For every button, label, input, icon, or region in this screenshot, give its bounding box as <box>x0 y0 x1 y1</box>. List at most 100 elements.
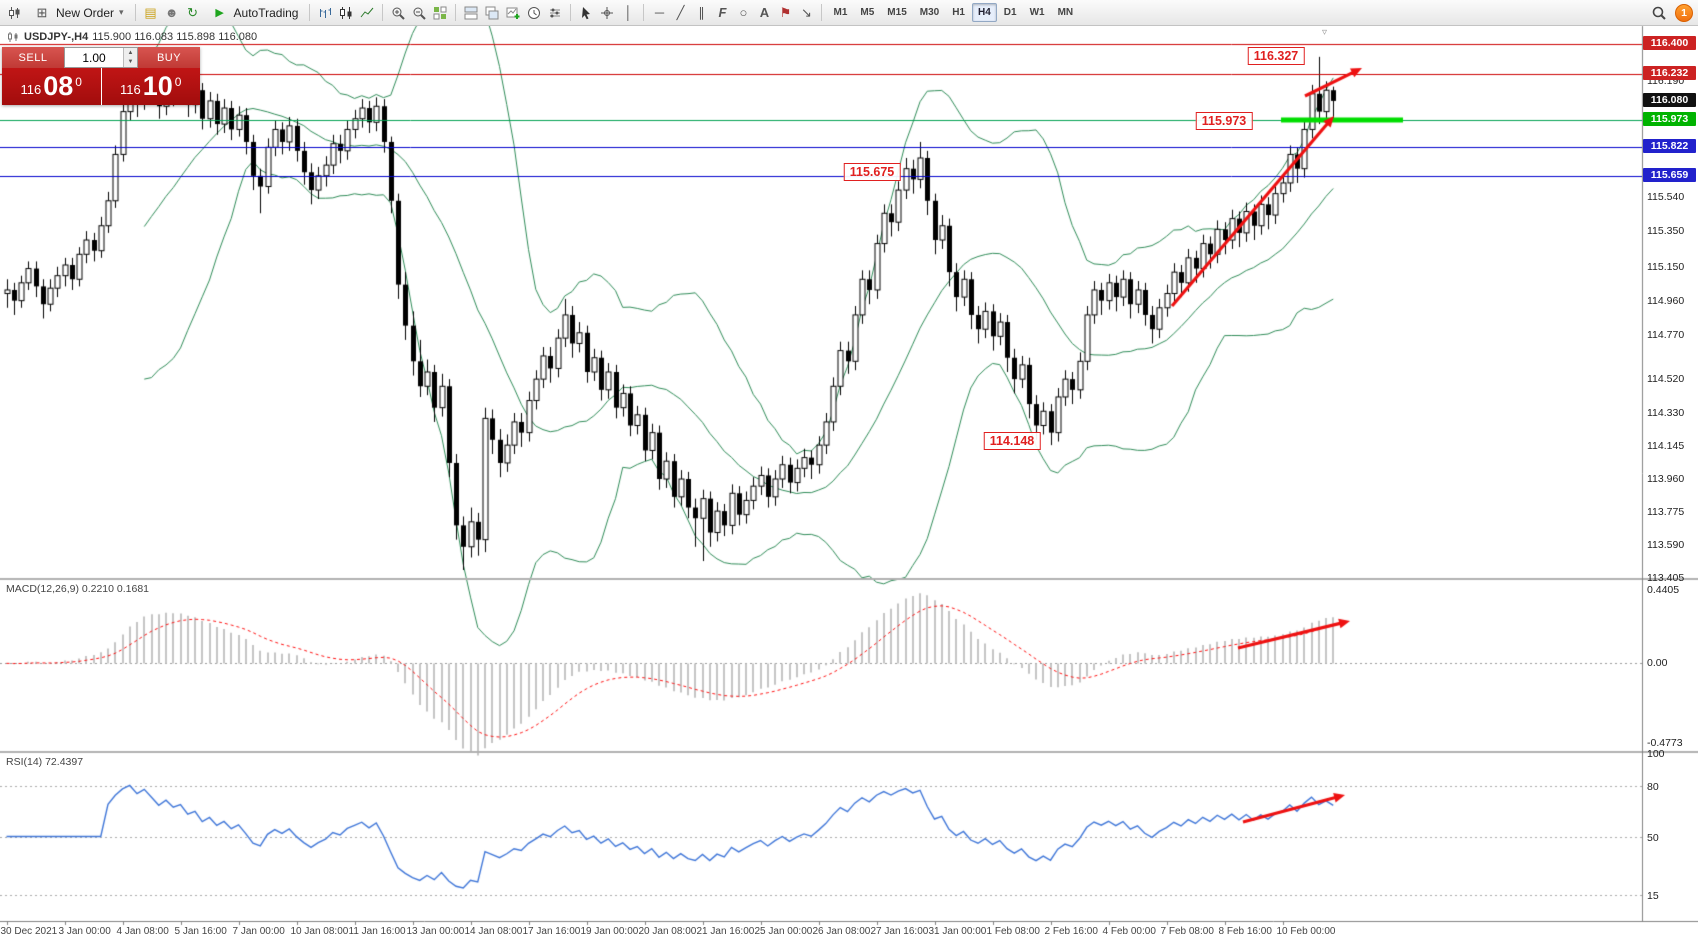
symbol-ohlc-values: 115.900 116.083 115.898 116.080 <box>92 31 258 43</box>
zoom-out-icon[interactable] <box>409 3 429 23</box>
period-icon[interactable] <box>524 3 544 23</box>
sell-button[interactable]: SELL <box>2 47 64 68</box>
toolbar-separator <box>382 4 384 21</box>
time-axis-label: 2 Feb 16:00 <box>1044 926 1098 937</box>
price-axis-tick: 114.520 <box>1647 373 1685 386</box>
open-folder-icon[interactable]: ▤ <box>144 4 157 20</box>
autotrading-label: AutoTrading <box>233 5 299 20</box>
label-icon[interactable]: ⚑ <box>779 4 792 20</box>
timeframe-button-m15[interactable]: M15 <box>887 7 907 18</box>
sell-price-button[interactable]: 116 08 0 <box>2 68 101 105</box>
price-axis-badge: 116.400 <box>1643 35 1696 50</box>
price-axis-tick: 114.330 <box>1647 407 1685 420</box>
crosshair-icon[interactable] <box>597 3 617 23</box>
toolbar-separator <box>643 4 645 21</box>
window-cascade-icon[interactable] <box>482 3 502 23</box>
timeframe-button-m1[interactable]: M1 <box>833 7 848 18</box>
buy-price-button[interactable]: 116 10 0 <box>101 68 200 105</box>
timeframe-button-d1[interactable]: D1 <box>1003 7 1017 18</box>
time-axis-label: 13 Jan 00:00 <box>406 926 465 937</box>
macd-axis-label: 0.00 <box>1647 657 1668 670</box>
chart-window-icon[interactable] <box>5 3 25 23</box>
bar-chart-icon[interactable] <box>315 3 335 23</box>
sell-price-pip: 0 <box>75 74 82 89</box>
time-axis-label: 10 Feb 00:00 <box>1276 926 1336 937</box>
new-order-button[interactable]: ⊞ New Order ▾ <box>26 1 130 25</box>
timeframe-button-m30[interactable]: M30 <box>919 7 940 18</box>
time-axis-label: 4 Jan 08:00 <box>116 926 169 937</box>
chart-symbol-icon <box>6 30 20 44</box>
timeframe-button-w1[interactable]: W1 <box>1029 7 1045 18</box>
price-axis-badge: 116.232 <box>1643 65 1696 80</box>
rsi-axis-label: 15 <box>1647 889 1659 902</box>
vertical-line-icon[interactable]: │ <box>624 5 633 20</box>
price-axis-badge: 115.973 <box>1643 111 1696 126</box>
timeframe-button-m5[interactable]: M5 <box>860 7 875 18</box>
new-order-label: New Order <box>56 5 115 20</box>
new-chart-icon[interactable] <box>503 3 523 23</box>
shapes-icon[interactable]: ○ <box>739 5 748 20</box>
time-axis-label: 7 Feb 08:00 <box>1160 926 1214 937</box>
lot-size-input[interactable] <box>65 48 123 67</box>
tile-windows-icon[interactable] <box>430 3 450 23</box>
sell-price-prefix: 116 <box>20 82 42 97</box>
text-icon[interactable]: A <box>759 5 770 20</box>
lot-increase-button[interactable]: ▲ <box>124 48 137 58</box>
price-axis-badge: 115.659 <box>1643 167 1696 182</box>
zoom-in-icon[interactable] <box>388 3 408 23</box>
price-axis-tick: 115.150 <box>1647 260 1685 273</box>
time-axis-label: 27 Jan 16:00 <box>870 926 929 937</box>
time-axis-label: 26 Jan 08:00 <box>812 926 871 937</box>
window-arrange-icon[interactable] <box>461 3 481 23</box>
price-annotation[interactable]: 115.675 <box>843 163 901 181</box>
line-chart-icon[interactable] <box>357 3 377 23</box>
fibonacci-icon[interactable]: F <box>718 5 727 20</box>
price-axis-badge: 116.080 <box>1643 92 1696 107</box>
chart-shift-marker[interactable]: ▿ <box>1322 27 1328 38</box>
time-axis-label: 21 Jan 16:00 <box>696 926 755 937</box>
arrow-tools-icon[interactable]: ↘ <box>801 4 812 20</box>
time-axis-label: 1 Feb 08:00 <box>986 926 1040 937</box>
search-icon[interactable] <box>1649 3 1669 23</box>
profile-icon[interactable]: ☻ <box>164 5 179 20</box>
candlestick-chart-icon[interactable] <box>336 3 356 23</box>
timeframe-button-mn[interactable]: MN <box>1057 7 1074 18</box>
trendline-icon[interactable]: ╱ <box>676 4 685 20</box>
rsi-indicator-label: RSI(14) 72.4397 <box>6 756 84 768</box>
rsi-axis-label: 100 <box>1647 748 1665 760</box>
price-axis-tick: 114.960 <box>1647 294 1685 307</box>
timeframe-group: M1 M5 M15 M30 H1 H4 D1 W1 MN <box>827 3 1079 22</box>
time-axis-label: 31 Jan 00:00 <box>928 926 987 937</box>
lot-decrease-button[interactable]: ▼ <box>124 57 137 67</box>
one-click-trading-panel: SELL ▲ ▼ BUY 116 08 0 116 10 0 <box>2 47 200 105</box>
price-annotation[interactable]: 115.973 <box>1195 112 1253 130</box>
time-axis-label: 30 Dec 2021 <box>0 926 58 937</box>
template-icon[interactable] <box>545 3 565 23</box>
timeframe-button-h1[interactable]: H1 <box>952 7 965 18</box>
price-axis-badge: 115.822 <box>1643 138 1696 153</box>
new-order-icon: ⊞ <box>36 4 48 20</box>
channel-icon[interactable]: ∥ <box>698 4 705 20</box>
notification-badge[interactable]: 1 <box>1675 3 1693 22</box>
macd-axis-label: -0.4773 <box>1647 736 1683 749</box>
sell-price-big: 08 <box>43 71 74 101</box>
cursor-icon[interactable] <box>576 3 596 23</box>
price-axis-tick: 113.775 <box>1647 506 1685 518</box>
horizontal-line-icon[interactable]: ─ <box>654 5 665 20</box>
macd-axis-label: 0.4405 <box>1647 583 1680 596</box>
price-axis-tick: 115.540 <box>1647 191 1685 204</box>
price-annotation[interactable]: 116.327 <box>1247 47 1305 65</box>
price-axis-tick: 114.145 <box>1647 440 1685 453</box>
toolbar-separator <box>309 4 311 21</box>
time-axis-label: 7 Jan 00:00 <box>232 926 285 937</box>
refresh-icon[interactable]: ↻ <box>187 4 198 20</box>
autotrading-play-icon: ▶ <box>215 7 224 19</box>
timeframe-button-h4[interactable]: H4 <box>972 3 997 22</box>
price-axis-tick: 113.590 <box>1647 539 1685 551</box>
autotrading-button[interactable]: ▶ AutoTrading <box>204 1 305 25</box>
time-axis-label: 8 Feb 16:00 <box>1218 926 1272 937</box>
price-annotation[interactable]: 114.148 <box>983 432 1041 450</box>
buy-button[interactable]: BUY <box>138 47 200 68</box>
rsi-axis-label: 80 <box>1647 781 1659 794</box>
